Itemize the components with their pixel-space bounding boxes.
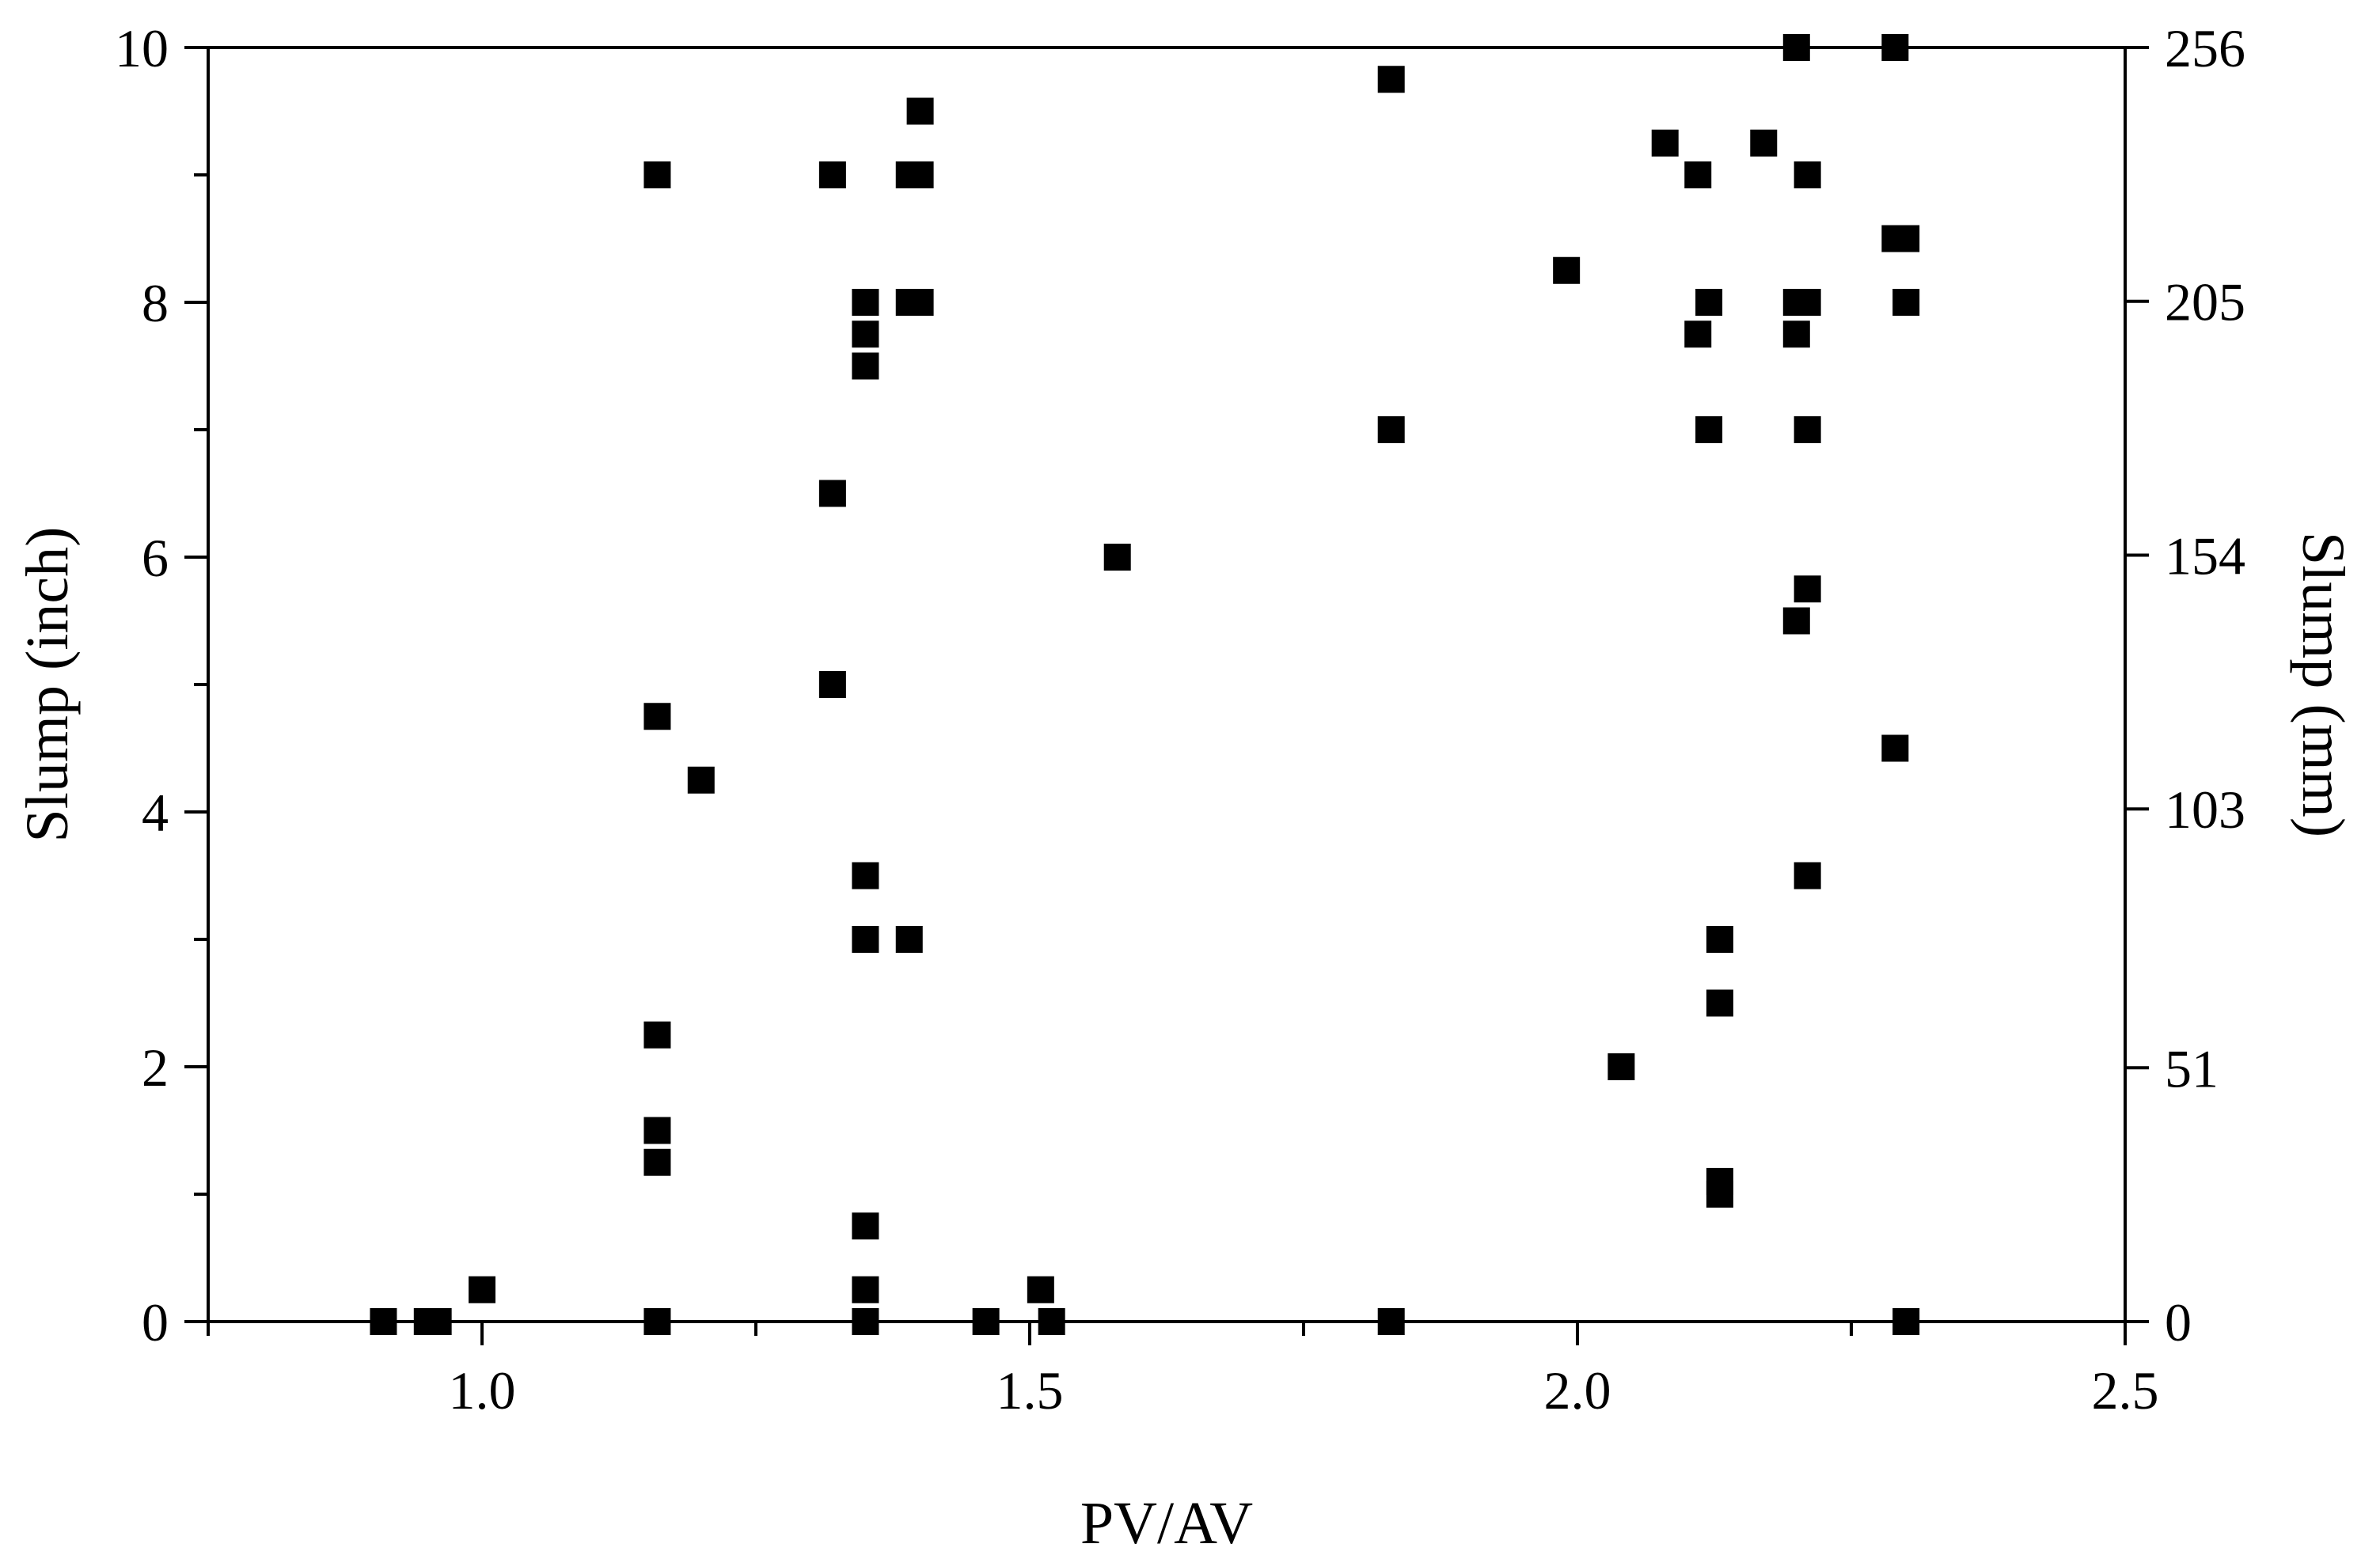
data-point [1782, 607, 1810, 635]
data-point [1750, 129, 1778, 157]
data-point [1608, 1053, 1635, 1080]
data-point [852, 1308, 879, 1335]
data-point [895, 926, 923, 953]
data-point [906, 289, 934, 316]
data-point [852, 289, 879, 316]
y-tick-label: 0 [142, 1292, 169, 1352]
data-point [852, 321, 879, 348]
data-point [1027, 1276, 1054, 1303]
x-axis-title: PV/AV [1080, 1490, 1253, 1557]
y2-tick-label: 154 [2165, 525, 2245, 586]
data-point [469, 1276, 495, 1303]
data-point [1794, 416, 1821, 443]
data-point [1892, 225, 1920, 252]
data-point [1881, 734, 1909, 762]
data-point [1782, 321, 1810, 348]
y-tick-label: 10 [115, 18, 169, 78]
data-point [424, 1308, 452, 1335]
data-point [1794, 161, 1821, 188]
data-point [852, 862, 879, 890]
y-tick-label: 4 [142, 783, 169, 843]
y2-tick-label: 256 [2165, 18, 2245, 78]
data-point [1794, 862, 1821, 890]
data-point [818, 480, 846, 507]
x-tick-label: 2.5 [2092, 1360, 2159, 1421]
data-point [1651, 129, 1679, 157]
y2-tick-label: 0 [2165, 1292, 2192, 1352]
data-point [1706, 989, 1733, 1017]
x-tick-label: 1.5 [996, 1360, 1064, 1421]
y2-axis-title: Slump (mm) [2290, 532, 2356, 837]
data-point [1103, 544, 1131, 571]
data-point [1377, 416, 1405, 443]
data-point [906, 161, 934, 188]
data-point [643, 1148, 671, 1176]
data-point [1782, 34, 1810, 61]
plot-frame [207, 46, 2127, 1323]
data-point [852, 352, 879, 380]
data-point [1794, 575, 1821, 603]
data-point [1794, 289, 1821, 316]
y-tick-label: 6 [142, 528, 169, 588]
data-point [852, 926, 879, 953]
data-point [906, 97, 934, 125]
data-point [643, 1117, 671, 1144]
data-point [1892, 289, 1920, 316]
data-point [370, 1308, 397, 1335]
x-tick-label: 2.0 [1544, 1360, 1611, 1421]
data-point [1695, 416, 1723, 443]
data-point [1695, 289, 1723, 316]
data-point [852, 1276, 879, 1303]
data-point [643, 1021, 671, 1049]
y-tick-label: 2 [142, 1037, 169, 1098]
data-point [1684, 161, 1712, 188]
y-tick-label: 8 [142, 273, 169, 333]
y2-axis-ticks: 0 51 103 154 205 256 [2125, 18, 2245, 1352]
y-axis-ticks: 0 2 4 6 8 10 [115, 18, 208, 1352]
data-point [1038, 1308, 1065, 1335]
data-point [818, 671, 846, 698]
data-point [1553, 256, 1581, 284]
x-tick-label: 1.0 [449, 1360, 516, 1421]
data-point [643, 161, 671, 188]
data-point [1377, 1308, 1405, 1335]
x-axis-ticks: 1.0 1.5 2.0 2.5 [449, 1322, 2159, 1421]
data-point [1892, 1308, 1920, 1335]
plot-axes [207, 46, 2127, 1323]
data-point [1684, 321, 1712, 348]
data-point [687, 766, 715, 794]
y2-tick-label: 103 [2165, 780, 2245, 840]
y-axis-title: Slump (inch) [14, 527, 81, 843]
data-point [1706, 1181, 1733, 1208]
y2-tick-label: 205 [2165, 272, 2245, 332]
x-minor-ticks [207, 1322, 1853, 1336]
data-point [643, 703, 671, 730]
data-points [370, 34, 1920, 1335]
data-point [1881, 34, 1909, 61]
data-point [818, 161, 846, 188]
data-point [852, 1212, 879, 1240]
data-point [643, 1308, 671, 1335]
data-point [1377, 66, 1405, 93]
data-point [1706, 926, 1733, 953]
y2-tick-label: 51 [2165, 1038, 2219, 1098]
data-point [972, 1308, 1000, 1335]
